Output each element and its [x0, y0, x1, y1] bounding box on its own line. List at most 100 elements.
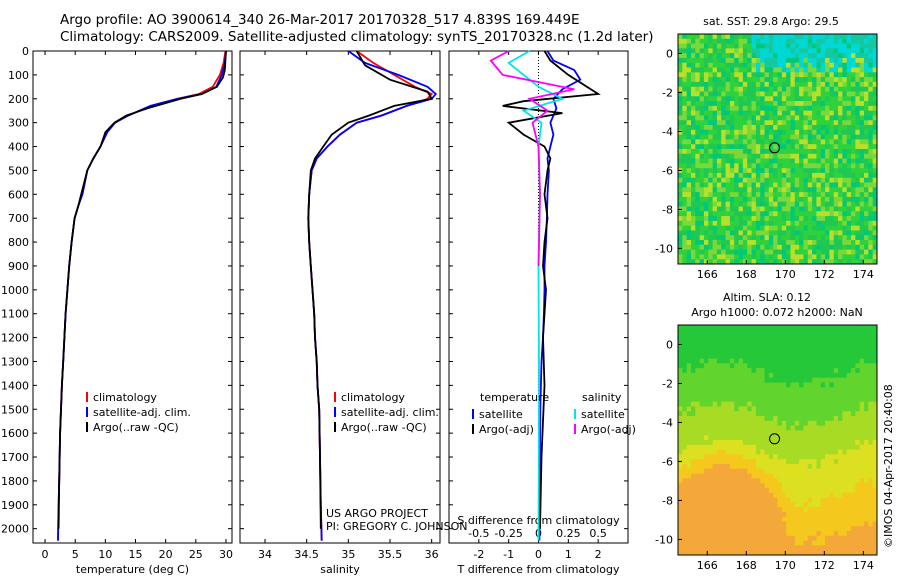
map-cell [816, 449, 822, 455]
map-cell [682, 459, 688, 465]
map-cell [682, 230, 688, 236]
map-cell [708, 225, 714, 231]
map-cell [703, 163, 709, 169]
map-cell [729, 545, 735, 551]
map-cell [868, 497, 874, 503]
map-cell [708, 382, 714, 388]
map-cell [816, 483, 822, 489]
map-cell [742, 72, 748, 78]
map-cell [803, 487, 809, 494]
map-cell [829, 120, 835, 126]
map-cell [842, 182, 848, 188]
map-cell [773, 353, 778, 359]
map-cell [859, 435, 865, 441]
map-cell [764, 531, 770, 537]
map-cell [851, 206, 856, 212]
map-cell [678, 368, 683, 374]
map-cell [872, 339, 878, 345]
map-cell [751, 435, 757, 441]
map-cell [695, 526, 701, 532]
map-cell [747, 550, 752, 556]
map-cell [807, 139, 813, 145]
map-cell [682, 363, 688, 369]
map-cell [825, 420, 830, 427]
map-cell [846, 34, 852, 40]
map-cell [773, 149, 778, 155]
map-cell [842, 435, 848, 441]
map-cell [859, 201, 865, 207]
map-cell [712, 473, 718, 479]
map-cell [747, 244, 752, 251]
map-cell [794, 96, 800, 102]
y-tick-label: 1300 [1, 355, 29, 368]
map-cell [846, 96, 852, 102]
map-cell [712, 163, 718, 169]
map-cell [716, 401, 722, 407]
map-cell [721, 483, 726, 489]
map-cell [786, 144, 791, 150]
map-cell [781, 235, 787, 241]
map-cell [703, 168, 709, 174]
map-cell [725, 411, 731, 417]
map-cell [777, 497, 783, 503]
map-cell [855, 387, 861, 393]
map-cell [764, 57, 770, 64]
map-cell [734, 158, 739, 164]
map-cell [678, 382, 683, 388]
map-cell [703, 182, 709, 188]
map-cell [708, 550, 714, 556]
map-cell [799, 240, 804, 246]
map-cell [842, 91, 848, 97]
map-cell [859, 483, 865, 489]
map-cell [738, 53, 744, 59]
map-cell [820, 406, 826, 412]
map-cell [751, 134, 757, 140]
map-cell [725, 344, 731, 350]
map-cell [803, 382, 809, 388]
map-cell [734, 57, 739, 64]
map-cell [699, 144, 705, 150]
map-cell [686, 67, 692, 73]
map-cell [725, 139, 731, 145]
map-cell [868, 526, 874, 532]
map-cell [855, 43, 861, 49]
map-cell [812, 67, 817, 73]
map-cell [833, 244, 839, 251]
map-cell [825, 454, 830, 460]
map-cell [807, 363, 813, 369]
map-cell [829, 172, 835, 179]
map-cell [729, 201, 735, 207]
map-cell [682, 416, 688, 422]
map-cell [712, 72, 718, 78]
map-cell [768, 363, 774, 369]
map-cell [773, 420, 778, 427]
map-cell [699, 334, 705, 340]
map-cell [781, 244, 787, 251]
map-cell [760, 430, 765, 436]
map-cell [738, 77, 744, 83]
map-cell [812, 420, 817, 427]
map-cell [703, 454, 709, 460]
map-cell [742, 244, 748, 251]
map-cell [829, 497, 835, 503]
map-cell [768, 468, 774, 474]
map-cell [790, 502, 796, 508]
map-cell [786, 516, 791, 522]
map-cell [777, 259, 783, 265]
map-cell [842, 110, 848, 116]
map-cell [734, 168, 739, 174]
map-cell [799, 206, 804, 212]
map-cell [786, 511, 791, 518]
map-cell [803, 177, 809, 183]
map-cell [781, 425, 787, 431]
map-cell [751, 339, 757, 345]
map-cell [868, 420, 874, 427]
map-cell [729, 216, 735, 222]
map-cell [794, 48, 800, 54]
map-cell [734, 101, 739, 107]
map-cell [760, 440, 765, 446]
map-cell [859, 444, 865, 450]
map-cell [703, 468, 709, 474]
map-cell [742, 411, 748, 417]
map-cell [816, 134, 822, 140]
